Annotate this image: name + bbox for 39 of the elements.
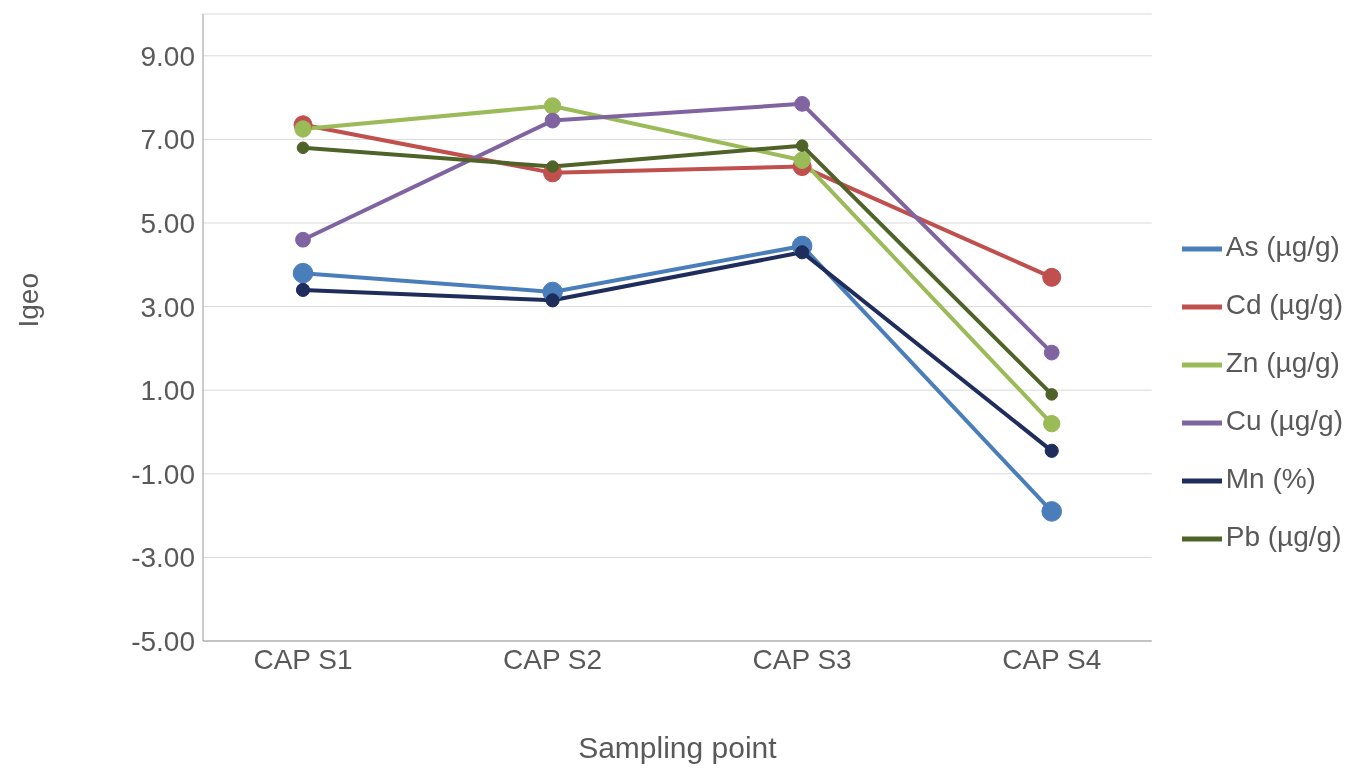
point — [1043, 414, 1061, 433]
point — [544, 112, 561, 129]
legend-label: Zn (µg/g) — [1225, 347, 1340, 378]
point — [1041, 501, 1063, 522]
point — [1045, 388, 1059, 401]
x-tick-label: CAP S3 — [752, 643, 852, 675]
point — [294, 120, 312, 138]
y-tick-label: 9.00 — [140, 40, 195, 72]
point — [795, 245, 810, 260]
y-tick-label: 1.00 — [140, 375, 195, 407]
y-tick-label: 3.00 — [140, 291, 195, 323]
point — [295, 231, 311, 248]
point — [543, 97, 562, 115]
point — [1042, 267, 1062, 287]
point — [1044, 443, 1059, 458]
legend-label: As (µg/g) — [1225, 231, 1340, 262]
point — [296, 141, 310, 155]
x-tick-label: CAP S1 — [253, 643, 353, 675]
legend-label: Cd (µg/g) — [1225, 289, 1343, 320]
point — [793, 151, 811, 169]
y-axis-title: Igeo — [12, 273, 44, 328]
y-tick-label: -5.00 — [131, 625, 195, 657]
legend-label: Mn (%) — [1225, 463, 1316, 494]
point — [795, 139, 809, 152]
x-tick-label: CAP S2 — [503, 643, 603, 675]
x-axis-title: Sampling point — [578, 731, 778, 764]
point — [546, 160, 559, 173]
y-tick-label: -1.00 — [131, 458, 195, 490]
y-tick-label: -3.00 — [131, 542, 195, 574]
y-tick-label: 7.00 — [140, 124, 195, 156]
legend-label: Pb (µg/g) — [1225, 521, 1342, 552]
y-tick-label: 5.00 — [140, 207, 195, 239]
legend-label: Cu (µg/g) — [1225, 405, 1343, 436]
point — [1043, 344, 1060, 361]
point — [794, 95, 811, 112]
point — [292, 262, 314, 284]
point — [545, 293, 560, 308]
x-tick-label: CAP S4 — [1002, 643, 1102, 675]
point — [295, 282, 311, 297]
